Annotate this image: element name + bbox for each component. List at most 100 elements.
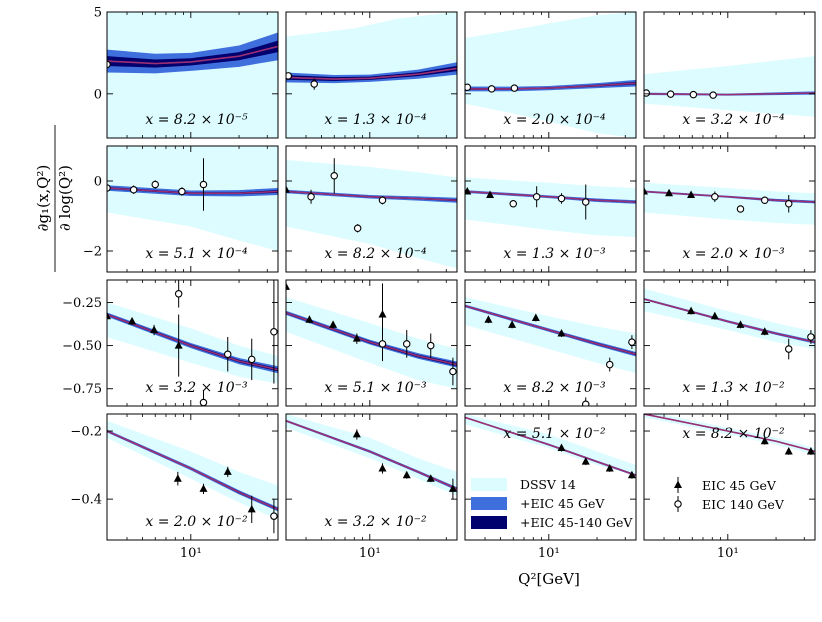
dssv-band: [107, 302, 278, 384]
eic45-band: [107, 312, 278, 374]
panel-label: x = 5.1 × 10⁻⁴: [145, 246, 248, 262]
circle-point-4: [199, 180, 208, 189]
panel-frame: [643, 11, 816, 139]
panel-label: x = 5.1 × 10⁻²: [503, 426, 606, 442]
panel-plot-area: [107, 146, 278, 251]
dssv-band: [465, 177, 636, 237]
panel-label: x = 8.2 × 10⁻³: [503, 380, 606, 396]
x-tick-label: 10¹: [180, 546, 202, 561]
panel-plot-area: [286, 12, 457, 138]
circle-point-0: [581, 400, 590, 406]
panel-frame: [464, 279, 637, 407]
panel-4: −2 0 x = 5.1 × 10⁻⁴: [83, 145, 279, 273]
triangle-point-0: [557, 443, 566, 452]
panel-plot-area: [644, 414, 815, 455]
triangle-point-3: [352, 334, 361, 342]
triangle-point-0: [484, 315, 493, 323]
triangle-point-1: [581, 457, 590, 465]
panel-frame: [106, 413, 279, 541]
triangle-point-3: [760, 327, 769, 335]
central-line: [107, 45, 278, 65]
circle-point-3: [178, 187, 186, 196]
circle-point-0: [270, 512, 278, 520]
circle-point-1: [330, 172, 338, 180]
triangle-point-3: [247, 504, 256, 513]
dssv-band: [465, 12, 636, 138]
panel-2: x = 2.0 × 10⁻⁴: [464, 11, 637, 139]
triangle-point-2: [402, 470, 411, 479]
panel-13: 10¹ x = 3.2 × 10⁻²: [285, 413, 458, 561]
dssv-band: [644, 288, 815, 350]
legend-label-1: +EIC 45 GeV: [520, 496, 605, 511]
circle-point-2: [628, 338, 636, 346]
central-line: [644, 190, 815, 203]
panel-plot-area: [107, 280, 278, 406]
panel-plot-area: [286, 281, 457, 389]
central-line: [286, 190, 457, 202]
y-tick-label: −2: [83, 245, 102, 260]
eic45-140-band: [286, 65, 457, 82]
circle-point-1: [199, 398, 208, 406]
panel-plot-area: [107, 12, 278, 138]
circle-point-1: [736, 205, 745, 213]
triangle-point-2: [605, 463, 614, 472]
triangle-point-2: [687, 190, 696, 198]
x-tick-label: 10¹: [717, 546, 739, 561]
panel-label: x = 5.1 × 10⁻³: [324, 380, 427, 396]
triangle-point-1: [128, 316, 137, 325]
triangle-point-1: [508, 320, 517, 328]
panel-frame: [285, 279, 458, 407]
panel-6: x = 1.3 × 10⁻³: [464, 145, 637, 273]
y-tick-label: −0.50: [62, 339, 102, 354]
central-line: [107, 313, 278, 371]
x-tick-label: 10¹: [359, 546, 381, 561]
panel-plot-area: [644, 288, 815, 360]
circle-point-1: [605, 360, 614, 369]
triangle-point-4: [448, 484, 457, 492]
x-axis-title: Q²[GeV]: [518, 570, 580, 588]
central-line: [465, 416, 636, 477]
triangle-point-2: [736, 320, 745, 328]
y-tick-label: 0: [94, 87, 102, 102]
triangle-point-4: [378, 310, 387, 318]
eic45-band: [286, 419, 457, 491]
triangle-point-0: [687, 306, 696, 315]
circle-point-2: [689, 90, 698, 99]
y-tick-label: 0: [94, 175, 102, 190]
panel-label: x = 3.2 × 10⁻²: [324, 514, 427, 530]
panel-plot-area: [465, 297, 636, 406]
dssv-band: [644, 414, 815, 455]
triangle-point-2: [223, 467, 232, 475]
legend: DSSV 14 +EIC 45 GeV +EIC 45-140 GeV EIC 45 …: [471, 477, 785, 530]
triangle-point-1: [665, 188, 674, 197]
triangle-point-0: [107, 311, 111, 320]
triangle-point-2: [150, 325, 159, 334]
central-line: [286, 67, 457, 80]
triangle-point-0: [760, 436, 769, 445]
panel-9: x = 5.1 × 10⁻³: [285, 279, 458, 407]
circle-point-0: [509, 200, 517, 208]
triangle-point-1: [710, 311, 719, 320]
panel-plot-area: [465, 414, 636, 479]
triangle-point-0: [644, 187, 648, 195]
panel-15: 10¹ x = 8.2 × 10⁻²: [643, 413, 816, 561]
y-tick-label: −0.4: [70, 493, 102, 508]
panel-label: x = 3.2 × 10⁻³: [145, 380, 248, 396]
triangle-point-1: [199, 484, 208, 492]
circle-point-1: [402, 340, 411, 348]
x-tick-label: 10¹: [538, 546, 560, 561]
circle-point-2: [426, 341, 435, 350]
central-line: [644, 298, 815, 343]
panel-label: x = 1.3 × 10⁻⁴: [324, 112, 427, 128]
circle-point-0: [286, 72, 293, 80]
dssv-band: [286, 414, 457, 496]
central-line: [286, 420, 457, 490]
circle-point-2: [760, 196, 769, 205]
triangle-point-3: [627, 470, 636, 479]
panel-1: x = 1.3 × 10⁻⁴: [285, 11, 458, 139]
triangle-point-1: [486, 190, 495, 198]
panel-frame: [285, 413, 458, 541]
panel-label: x = 3.2 × 10⁻⁴: [682, 112, 785, 128]
